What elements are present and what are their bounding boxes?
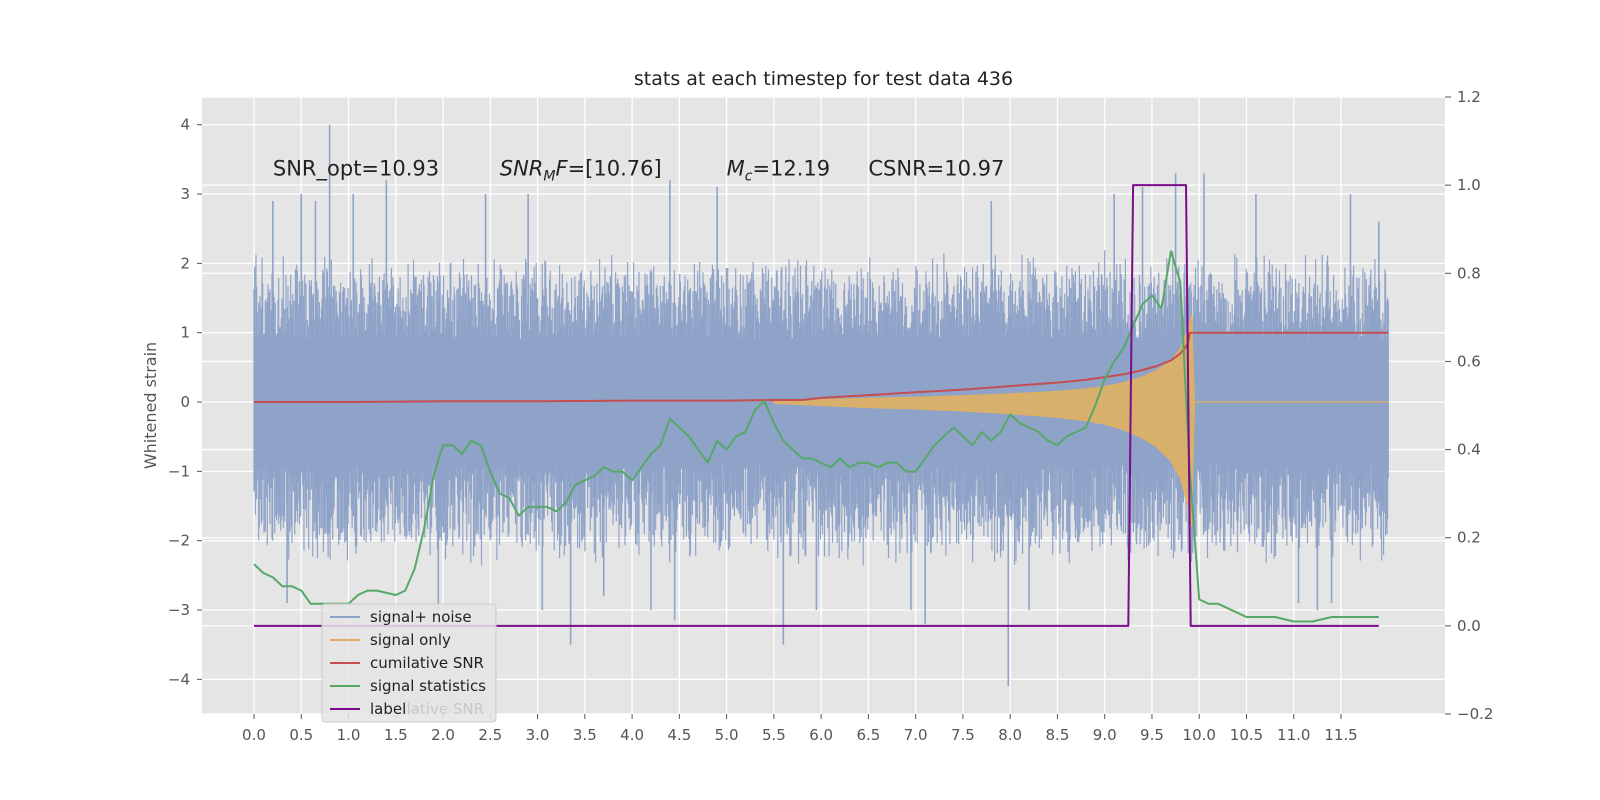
legend-box <box>321 603 497 723</box>
annotation-csnr: CSNR=10.97 <box>868 156 1004 180</box>
x-tick-label: 6.5 <box>856 726 880 744</box>
x-tick-label: 10.0 <box>1183 726 1216 744</box>
x-tick-label: 5.0 <box>715 726 739 744</box>
y2-tick-label: 0.6 <box>1457 352 1481 370</box>
series-cumulative-snr <box>254 331 1389 403</box>
x-tick-label: 3.5 <box>573 726 597 744</box>
x-tick-label: 1.5 <box>384 726 408 744</box>
annotation-layer: SNR_opt=10.93 SNRMF=[10.76] Mc=12.19 CSNR=1… <box>273 156 1005 184</box>
x-tick-label: 2.5 <box>478 726 502 744</box>
annotation-snr-mf: SNRMF=[10.76] <box>500 156 662 184</box>
y-axis-label: Whitened strain <box>141 342 160 469</box>
x-tick-label: 10.5 <box>1230 726 1263 744</box>
y2-tick-label: 0.4 <box>1457 441 1481 459</box>
annotation-snr-opt: SNR_opt=10.93 <box>273 156 439 181</box>
legend-label-bg <box>368 699 404 717</box>
x-tick-label: 8.5 <box>1046 726 1070 744</box>
y-tick-label: 0 <box>180 393 190 411</box>
x-tick-label: 4.0 <box>620 726 644 744</box>
x-tick-label: 2.0 <box>431 726 455 744</box>
legend-label: label <box>370 700 406 718</box>
y-tick-label: −3 <box>168 601 190 619</box>
axis-layer: 0.0 0.5 1.0 1.5 2.0 2.5 3.0 3.5 4.0 4.5 5.0 5.5 6.0 6… <box>168 88 1494 744</box>
y-tick-label: 1 <box>180 324 190 342</box>
legend-label: cumilative SNR <box>370 654 484 672</box>
y-tick-label: −2 <box>168 532 190 550</box>
series-label <box>254 184 1379 627</box>
x-tick-label: 9.5 <box>1140 726 1164 744</box>
x-tick-label: 7.0 <box>904 726 928 744</box>
x-tick-label: 6.0 <box>809 726 833 744</box>
series-signal-statistics <box>253 250 1379 623</box>
y2-tick-label: 0.0 <box>1457 617 1481 635</box>
y-tick-label: 4 <box>180 116 190 134</box>
x-tick-label: 5.5 <box>762 726 786 744</box>
x-tick-label: 8.0 <box>998 726 1022 744</box>
x-tick-label: 3.0 <box>526 726 550 744</box>
series-signal-only <box>773 314 1389 527</box>
y-tick-label: −4 <box>168 670 190 688</box>
x-tick-label: 11.0 <box>1277 726 1310 744</box>
legend-label: signal+ noise <box>370 608 472 626</box>
x-tick-label: 1.0 <box>337 726 361 744</box>
x-tick-label: 11.5 <box>1324 726 1357 744</box>
x-tick-label: 7.5 <box>951 726 975 744</box>
legend-label: signal statistics <box>370 677 486 695</box>
y-tick-label: 2 <box>180 254 190 272</box>
x-tick-label: 0.5 <box>289 726 313 744</box>
annotation-chirp-mass: Mc=12.19 <box>727 156 831 184</box>
y-tick-label: −1 <box>168 462 190 480</box>
x-tick-label: 9.0 <box>1093 726 1117 744</box>
series-signal-noise <box>253 124 1389 687</box>
y-tick-label: 3 <box>180 185 190 203</box>
y2-tick-label: 0.8 <box>1457 264 1481 282</box>
x-tick-label: 0.0 <box>242 726 266 744</box>
x-tick-label: 4.5 <box>667 726 691 744</box>
y2-tick-label: 1.0 <box>1457 176 1481 194</box>
y2-tick-label: 1.2 <box>1457 88 1481 106</box>
series-layer <box>253 124 1389 687</box>
y2-tick-label: 0.2 <box>1457 529 1481 547</box>
legend-label: signal only <box>370 631 451 649</box>
y2-tick-label: −0.2 <box>1457 705 1493 723</box>
chart-title: stats at each timestep for test data 436 <box>634 68 1013 90</box>
